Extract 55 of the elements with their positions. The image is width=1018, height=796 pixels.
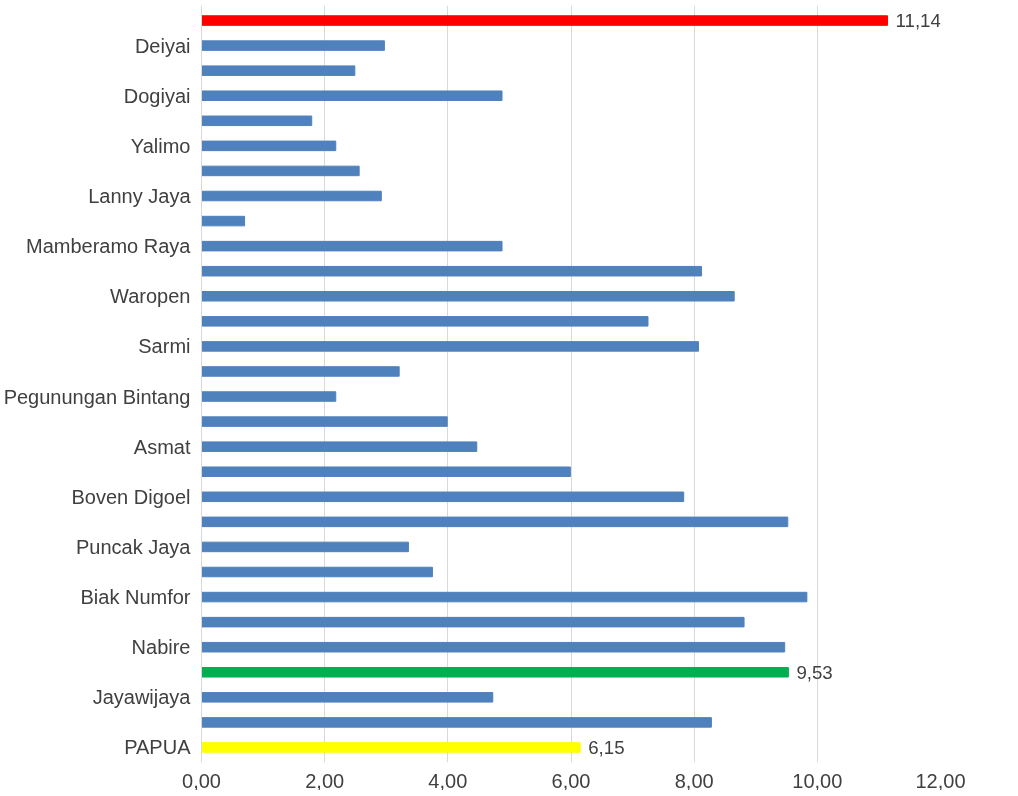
y-tick-label: Sarmi	[138, 335, 191, 358]
bar	[201, 341, 699, 352]
bar	[201, 441, 478, 452]
bar	[201, 641, 786, 653]
y-tick-label: Puncak Jaya	[75, 535, 192, 558]
bar	[201, 65, 356, 76]
y-tick-label: Jayawijaya	[92, 686, 192, 709]
y-tick-label: Yalimo	[130, 134, 191, 157]
bar	[201, 15, 889, 26]
bar	[201, 240, 503, 252]
y-tick-label: Biak Numfor	[80, 586, 191, 609]
y-tick-label: PAPUA	[124, 736, 192, 759]
bar	[201, 466, 571, 477]
bar	[201, 90, 503, 101]
bar	[201, 667, 789, 678]
bar	[201, 140, 337, 152]
bar	[201, 265, 703, 277]
bar	[201, 742, 581, 753]
y-tick-label: Dogiyai	[123, 84, 191, 107]
x-tick-label: 12,00	[915, 769, 966, 792]
data-label: 11,14	[895, 10, 941, 32]
bar	[201, 692, 494, 703]
bar	[201, 541, 409, 553]
y-tick-label: Pegunungan Bintang	[3, 385, 191, 408]
bar	[201, 190, 382, 202]
bar	[201, 416, 448, 427]
bar	[201, 616, 745, 628]
bar	[201, 40, 385, 51]
bar	[201, 215, 246, 227]
bar	[201, 491, 685, 503]
bar	[201, 291, 735, 302]
y-tick-label: Deiyai	[134, 34, 191, 57]
data-label: 9,53	[796, 661, 833, 683]
y-tick-label: Boven Digoel	[71, 485, 191, 508]
y-tick-label: Nabire	[131, 636, 191, 659]
y-tick-label: Waropen	[110, 285, 191, 308]
data-label: 6,15	[588, 736, 625, 758]
bar	[201, 391, 337, 402]
x-tick-label: 0,00	[182, 769, 221, 792]
x-tick-label: 8,00	[674, 769, 714, 792]
x-tick-label: 10,00	[792, 769, 843, 792]
bar	[201, 316, 649, 327]
x-tick-label: 4,00	[428, 769, 468, 792]
bar	[201, 366, 400, 377]
bar	[201, 717, 712, 728]
bar	[201, 115, 313, 127]
bar	[201, 591, 808, 603]
bar	[201, 566, 433, 578]
y-tick-label: Mamberamo Raya	[26, 235, 192, 258]
y-tick-label: Asmat	[133, 435, 191, 458]
bar	[201, 516, 789, 528]
x-tick-label: 2,00	[305, 769, 345, 792]
bar	[201, 165, 360, 177]
x-tick-label: 6,00	[551, 769, 591, 792]
y-tick-label: Lanny Jaya	[88, 185, 192, 207]
